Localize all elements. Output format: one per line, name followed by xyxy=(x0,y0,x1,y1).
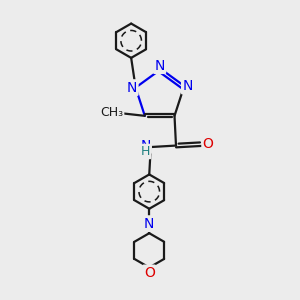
Text: O: O xyxy=(202,137,214,151)
Text: N: N xyxy=(182,79,193,93)
Text: N: N xyxy=(127,81,137,94)
Text: N: N xyxy=(140,139,151,153)
Text: N: N xyxy=(144,217,154,231)
Text: H: H xyxy=(141,145,150,158)
Text: N: N xyxy=(154,59,165,73)
Text: O: O xyxy=(144,266,155,280)
Text: CH₃: CH₃ xyxy=(100,106,123,119)
